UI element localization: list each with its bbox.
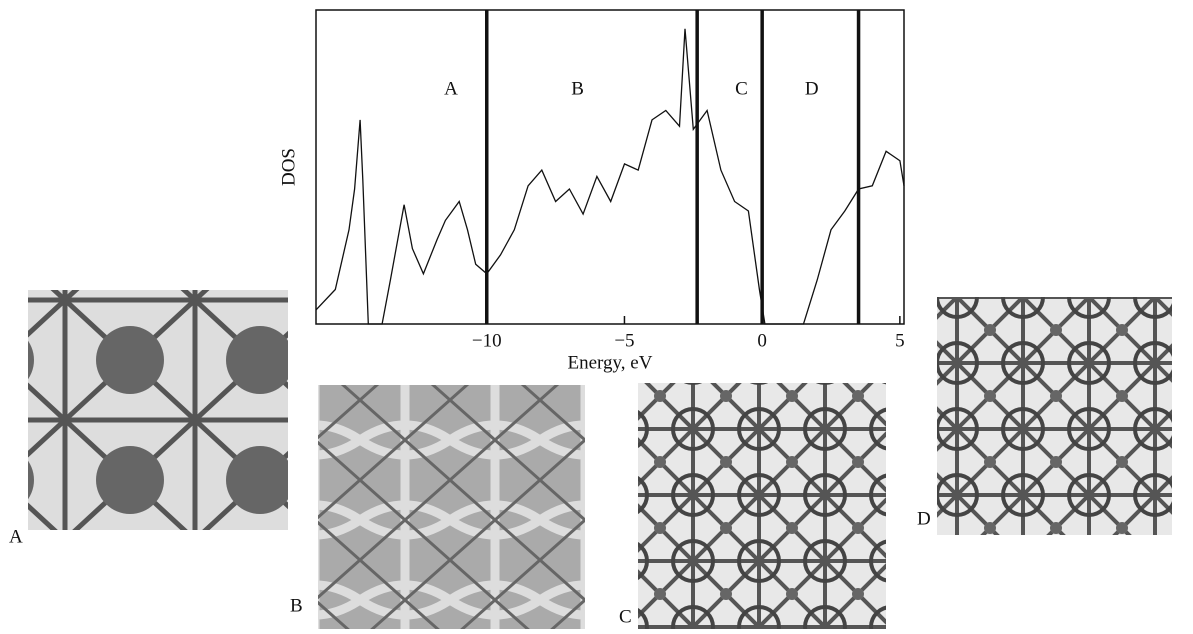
panel-b: B bbox=[290, 385, 585, 629]
panel-label: B bbox=[290, 595, 303, 616]
x-tick-label: 5 bbox=[895, 330, 905, 351]
region-label: A bbox=[444, 78, 458, 99]
region-label: B bbox=[571, 78, 584, 99]
panel-a: A bbox=[9, 290, 288, 547]
panel-label: C bbox=[619, 606, 632, 627]
panel-c: C bbox=[619, 383, 886, 629]
panel-label: D bbox=[917, 508, 931, 529]
dos-line bbox=[315, 28, 905, 325]
structure-image bbox=[28, 290, 288, 530]
structure-image bbox=[318, 385, 585, 629]
y-axis-label: DOS bbox=[278, 148, 299, 186]
structure-image bbox=[638, 383, 886, 629]
x-tick-label: 0 bbox=[757, 330, 767, 351]
region-label: D bbox=[805, 78, 819, 99]
region-label: C bbox=[735, 78, 748, 99]
x-axis-label: Energy, eV bbox=[568, 352, 653, 373]
panel-d: D bbox=[917, 297, 1172, 535]
structure-image bbox=[937, 297, 1172, 535]
panel-label: A bbox=[9, 526, 23, 547]
x-tick-label: −10 bbox=[472, 330, 502, 351]
x-tick-label: −5 bbox=[614, 330, 634, 351]
plot-frame bbox=[315, 9, 905, 325]
